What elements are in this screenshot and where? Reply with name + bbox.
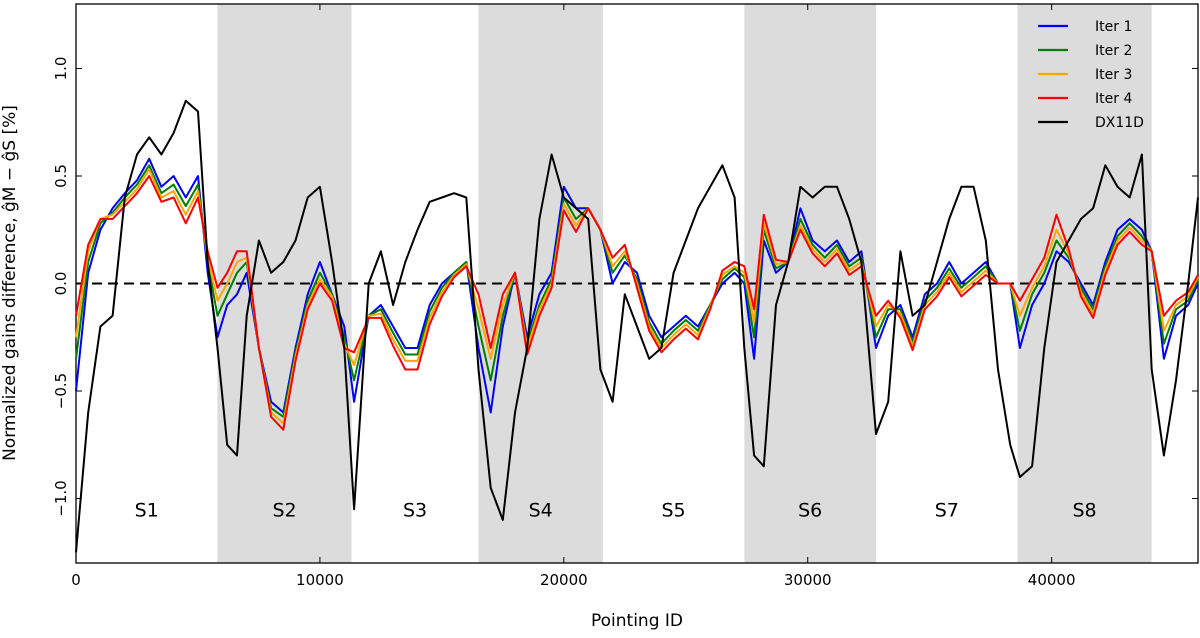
survey-label-s1: S1 [135, 499, 159, 521]
x-tick-label: 40000 [1028, 571, 1076, 589]
legend-label: Iter 4 [1095, 91, 1132, 107]
x-tick-label: 30000 [784, 571, 832, 589]
survey-label-s2: S2 [272, 499, 296, 521]
survey-labels: S1 S2 S3 S4 S5 S6 S7 S8 [135, 499, 1097, 521]
x-tick-label: 10000 [296, 571, 344, 589]
legend-label: Iter 2 [1095, 43, 1132, 59]
legend-label: Iter 3 [1095, 67, 1132, 83]
x-axis-label: Pointing ID [591, 611, 683, 631]
series-line-dx11d [75, 99, 1199, 553]
y-tick-label: −0.5 [52, 373, 70, 409]
series-lines [75, 99, 1199, 553]
survey-label-s6: S6 [798, 499, 822, 521]
legend-label: Iter 1 [1095, 19, 1132, 35]
y-tick-label: 0.5 [52, 164, 70, 188]
legend: Iter 1 Iter 2 Iter 3 Iter 4 DX11D [1038, 19, 1144, 131]
survey-label-s8: S8 [1073, 499, 1097, 521]
y-axis-label: Normalized gains difference, ĝM − ĝS [%] [0, 105, 20, 461]
x-tick-label: 20000 [540, 571, 588, 589]
series-line-iter-4 [75, 175, 1199, 431]
y-tick-label: 0.0 [52, 272, 70, 296]
y-tick-label: −1.0 [52, 480, 70, 516]
survey-label-s5: S5 [662, 499, 686, 521]
survey-label-s7: S7 [935, 499, 959, 521]
y-tick-label: 1.0 [52, 57, 70, 81]
survey-label-s3: S3 [403, 499, 427, 521]
x-tick-label: 0 [71, 571, 81, 589]
survey-label-s4: S4 [529, 499, 553, 521]
legend-label: DX11D [1095, 115, 1144, 131]
